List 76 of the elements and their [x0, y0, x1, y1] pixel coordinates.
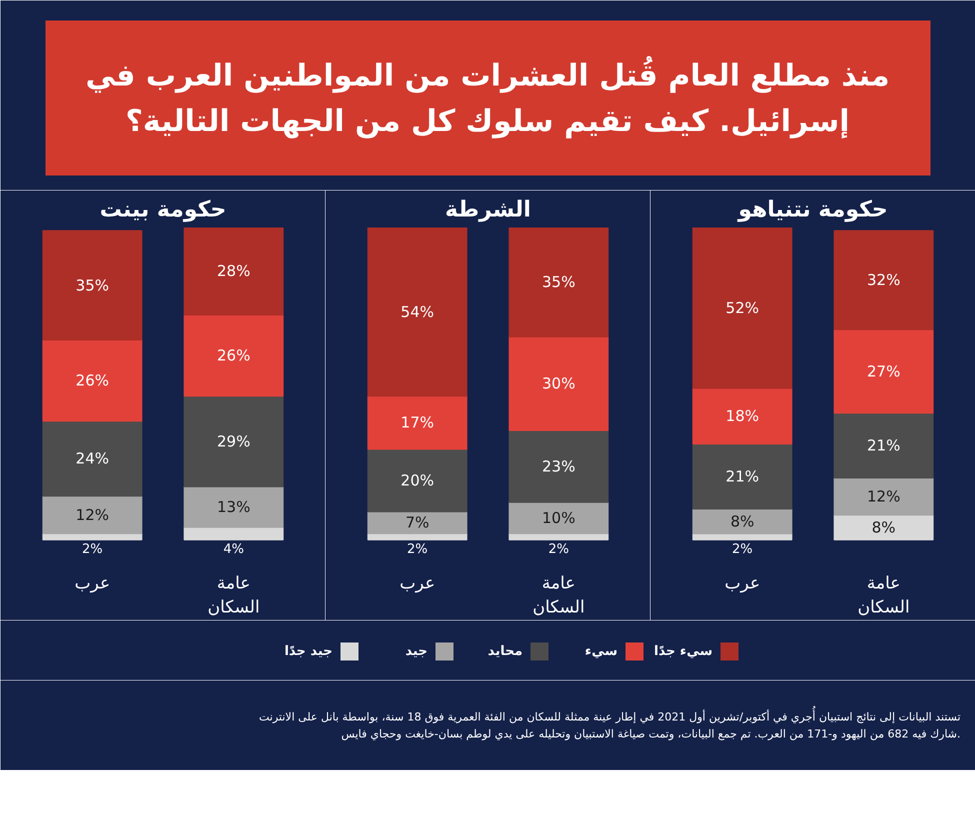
bar	[184, 486, 284, 528]
data-label: 35%	[542, 273, 576, 292]
data-label: 35%	[76, 276, 110, 294]
data-label: 12%	[76, 506, 110, 524]
bar	[367, 533, 468, 540]
data-label: 10%	[542, 509, 576, 528]
data-label: 2%	[548, 542, 569, 557]
data-label: 7%	[405, 514, 430, 532]
data-label: 21%	[726, 467, 760, 486]
data-label: 32%	[866, 271, 900, 290]
bar	[184, 396, 284, 488]
text: تستند البيانات إلى نتائج استبيان أُجري في أكتوبر/تشرين أول 2021 في إطار عينة ممثلة للسكان من الفئة العمرية فوق 18 سنة، بواسطة بانل على الانترنت شارك فيه 682 من اليهود و-171 من العرب. تم جمع البيانات، وتمت صياغة الاستبيان وتحليله على يدي لوطم بسان-خايغت وحجاي فايس.	[258, 706, 961, 740]
legend-label: جيد	[405, 644, 428, 659]
bar	[367, 228, 468, 397]
legend-label: محايد	[488, 644, 523, 659]
bar	[508, 228, 609, 338]
bar	[42, 339, 142, 422]
data-label: 26%	[76, 372, 110, 390]
data-label: 24%	[76, 450, 110, 468]
data-label: 17%	[400, 414, 434, 432]
bar	[367, 448, 468, 512]
chart-title: الشرطة	[445, 198, 531, 222]
x-tick-label: عرب	[724, 574, 760, 594]
bar	[184, 314, 284, 397]
bar	[367, 511, 468, 534]
legend-label: جيد جدًا	[284, 644, 332, 659]
bar	[834, 478, 934, 516]
data-label: 28%	[216, 262, 250, 280]
x-tick-label: عرب	[74, 574, 110, 594]
data-label: 20%	[400, 472, 434, 490]
chart-title: حكومة بينت	[100, 198, 226, 222]
data-label: 2%	[407, 542, 428, 557]
bar	[508, 336, 609, 432]
bar	[367, 396, 468, 450]
bar	[834, 230, 934, 330]
bar	[692, 228, 792, 389]
data-label: 18%	[726, 407, 760, 426]
bar	[42, 420, 142, 497]
bar	[508, 533, 609, 540]
data-label: 4%	[223, 542, 244, 557]
data-label: 2%	[82, 542, 103, 557]
bar	[184, 526, 284, 540]
data-label: 54%	[400, 302, 434, 321]
data-label: 2%	[732, 542, 753, 557]
bar	[184, 228, 284, 316]
bar	[42, 533, 142, 540]
bar	[42, 496, 142, 534]
text: منذ مطلع العام قُتل العشرات من المواطنين العرب في إسرائيل. كيف تقيم سلوك كل من الجهات التالية؟	[85, 55, 890, 139]
data-label: 23%	[542, 457, 576, 476]
bar	[692, 444, 792, 510]
bar	[42, 230, 142, 340]
data-label: 13%	[216, 498, 250, 516]
data-label: 21%	[866, 436, 900, 455]
data-label: 8%	[730, 512, 754, 530]
legend-label: سيء جدًا	[654, 644, 713, 659]
data-label: 29%	[216, 432, 250, 450]
chart-title: حكومة نتنياهو	[737, 198, 888, 222]
bar	[692, 388, 792, 444]
data-label: 12%	[866, 488, 900, 506]
bar	[508, 430, 609, 503]
data-label: 8%	[872, 518, 896, 537]
bar	[834, 412, 934, 479]
bar	[834, 514, 934, 540]
bar	[692, 508, 792, 534]
bar	[834, 329, 934, 414]
bar	[692, 533, 792, 540]
legend-label: سيء	[584, 644, 618, 659]
x-tick-label: عامة السكان	[532, 574, 585, 618]
data-label: 27%	[866, 362, 900, 380]
data-label: 30%	[542, 374, 576, 393]
x-tick-label: عامة السكان	[858, 574, 910, 618]
x-tick-label: عرب	[400, 574, 436, 594]
x-tick-label: عامة السكان	[208, 574, 260, 618]
bar	[508, 502, 609, 534]
data-label: 52%	[726, 298, 760, 317]
data-label: 26%	[216, 346, 250, 365]
